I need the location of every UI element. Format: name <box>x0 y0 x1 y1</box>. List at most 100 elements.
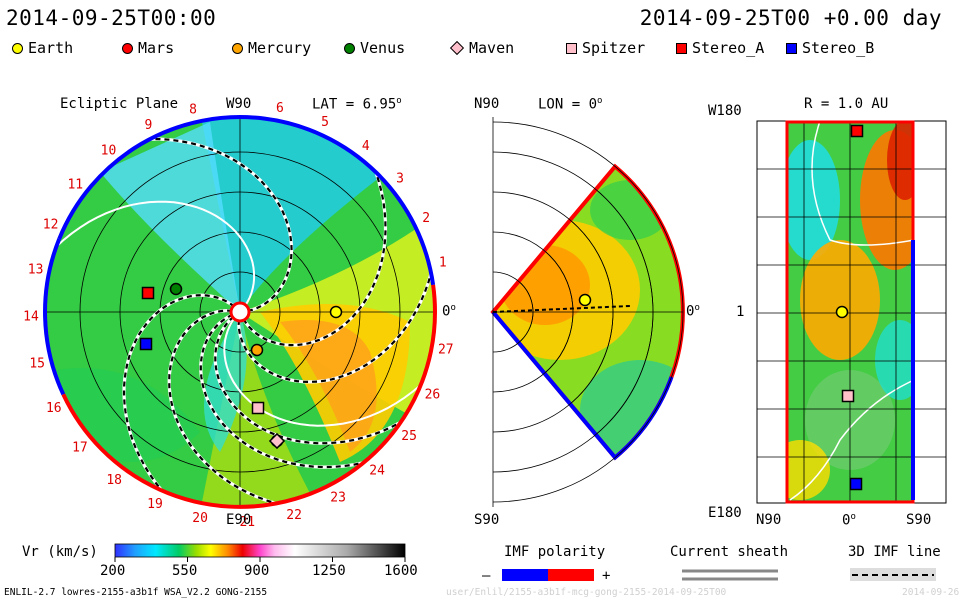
square-marker-icon <box>566 42 577 54</box>
imf-line-white <box>167 308 288 507</box>
stereo_b-marker <box>139 337 153 351</box>
earth-marker <box>835 305 849 319</box>
radius-title: R = 1.0 AU <box>804 96 889 112</box>
carrington-tick-label: 4 <box>362 139 370 154</box>
legend-item-maven: Maven <box>449 38 515 58</box>
legend-item-spitzer: Spitzer <box>566 38 645 58</box>
wedge-green-region <box>590 180 670 240</box>
slow-stream-south <box>204 312 247 452</box>
map-sheath-line <box>789 379 914 501</box>
carrington-tick-label: 9 <box>144 118 152 133</box>
venus-marker <box>169 282 183 296</box>
legend-label: Spitzer <box>582 39 646 57</box>
imf-plus-label: + <box>602 568 611 584</box>
carrington-tick-label: 23 <box>330 491 346 506</box>
meridional-zero-label: 0o <box>686 303 700 320</box>
imf-line-white <box>213 315 412 445</box>
map-yellow-south <box>786 440 830 500</box>
left-timestamp: 2014-09-25T00:00 <box>6 6 217 30</box>
carrington-tick-label: 27 <box>438 342 454 357</box>
map-x-n90: N90 <box>756 512 782 528</box>
ecliptic-plane-title: Ecliptic Plane <box>60 96 179 112</box>
legend-item-mercury: Mercury <box>232 38 311 58</box>
spitzer-marker <box>251 401 265 415</box>
current-sheath-line <box>223 317 430 427</box>
imf-minus-label: – <box>482 568 491 584</box>
imf-positive-swatch <box>548 569 594 581</box>
legend-item-earth: Earth <box>12 38 73 58</box>
ecliptic-zero-label: 0o <box>442 303 456 320</box>
carrington-tick-label: 12 <box>43 218 59 233</box>
square-marker-icon <box>676 42 687 54</box>
carrington-tick-label: 22 <box>286 508 302 523</box>
carrington-tick-label: 5 <box>321 115 329 130</box>
n90-label: N90 <box>474 96 500 112</box>
current-sheath-title: Current sheath <box>670 544 789 560</box>
polarity-arc-positive <box>61 284 437 509</box>
e180-label: E180 <box>708 505 742 521</box>
carrington-tick-label: 20 <box>192 511 208 526</box>
carrington-tick-label: 1 <box>439 255 447 270</box>
slow-wind-core <box>100 122 240 312</box>
colorbar-gradient <box>114 543 406 558</box>
carrington-tick-label: 13 <box>28 263 44 278</box>
map-x-s90: S90 <box>906 512 932 528</box>
map-mid-label: 1 <box>736 304 745 320</box>
imf-line-white <box>122 293 236 501</box>
circle-marker-icon <box>344 42 355 54</box>
carrington-tick-label: 21 <box>239 515 255 530</box>
map-cyan-region <box>786 140 840 260</box>
legend-item-venus: Venus <box>344 38 405 58</box>
carrington-tick-label: 18 <box>106 473 122 488</box>
carrington-tick-label: 26 <box>425 388 441 403</box>
carrington-tick-label: 17 <box>72 440 88 455</box>
map-red-region <box>887 121 914 200</box>
colorbar-tick-1250: 1250 <box>312 563 346 579</box>
carrington-tick-label: 11 <box>67 177 83 192</box>
carrington-tick-label: 2 <box>422 211 430 226</box>
legend-item-stereo_a: Stereo_A <box>676 38 764 58</box>
legend-item-mars: Mars <box>122 38 174 58</box>
imf-polarity-title: IMF polarity <box>504 544 606 560</box>
colorbar-tick-550: 550 <box>172 563 198 579</box>
latlon-map-plot <box>756 120 947 504</box>
carrington-tick-label: 15 <box>29 357 45 372</box>
lon-title: LON = 0o <box>538 96 603 113</box>
legend-label: Stereo_B <box>802 39 875 57</box>
spitzer-marker <box>841 389 855 403</box>
imf-negative-swatch <box>502 569 548 581</box>
map-sheath-line <box>811 121 914 246</box>
imf-3d-title: 3D IMF line <box>848 544 941 560</box>
run-date-faint: 2014-09-26 <box>902 587 960 598</box>
carrington-tick-label: 16 <box>46 401 62 416</box>
current-sheath-line <box>47 200 256 307</box>
maven-marker <box>268 432 286 450</box>
legend-item-stereo_b: Stereo_B <box>786 38 874 58</box>
square-marker-icon <box>786 42 797 54</box>
s90-label: S90 <box>474 512 500 528</box>
polarity-arc-negative <box>43 238 66 396</box>
carrington-tick-label: 8 <box>189 102 197 117</box>
carrington-tick-label: 3 <box>396 172 404 187</box>
carrington-tick-label: 25 <box>401 429 417 444</box>
colorbar-tick-200: 200 <box>100 563 126 579</box>
legend-label: Venus <box>360 39 406 57</box>
inner-boundary <box>229 301 251 323</box>
lat-label: LAT = 6.95o <box>312 96 402 113</box>
colorbar-tick-900: 900 <box>244 563 270 579</box>
imf-line-white <box>138 137 294 313</box>
stereo_a-marker <box>850 124 864 138</box>
stereo_a-marker <box>141 286 155 300</box>
mercury-marker <box>250 343 264 357</box>
e90-label: E90 <box>226 512 252 528</box>
legend-label: Maven <box>469 39 515 57</box>
carrington-tick-label: 6 <box>276 101 284 116</box>
map-x-zero: 0o <box>842 512 856 529</box>
legend-label: Mars <box>138 39 175 57</box>
w90-label: W90 <box>226 96 252 112</box>
stereo_b-marker <box>849 477 863 491</box>
right-timestamp: 2014-09-25T00 +0.00 day <box>639 6 942 30</box>
polarity-arc-negative <box>57 115 436 286</box>
colorbar-tick-1600: 1600 <box>384 563 418 579</box>
